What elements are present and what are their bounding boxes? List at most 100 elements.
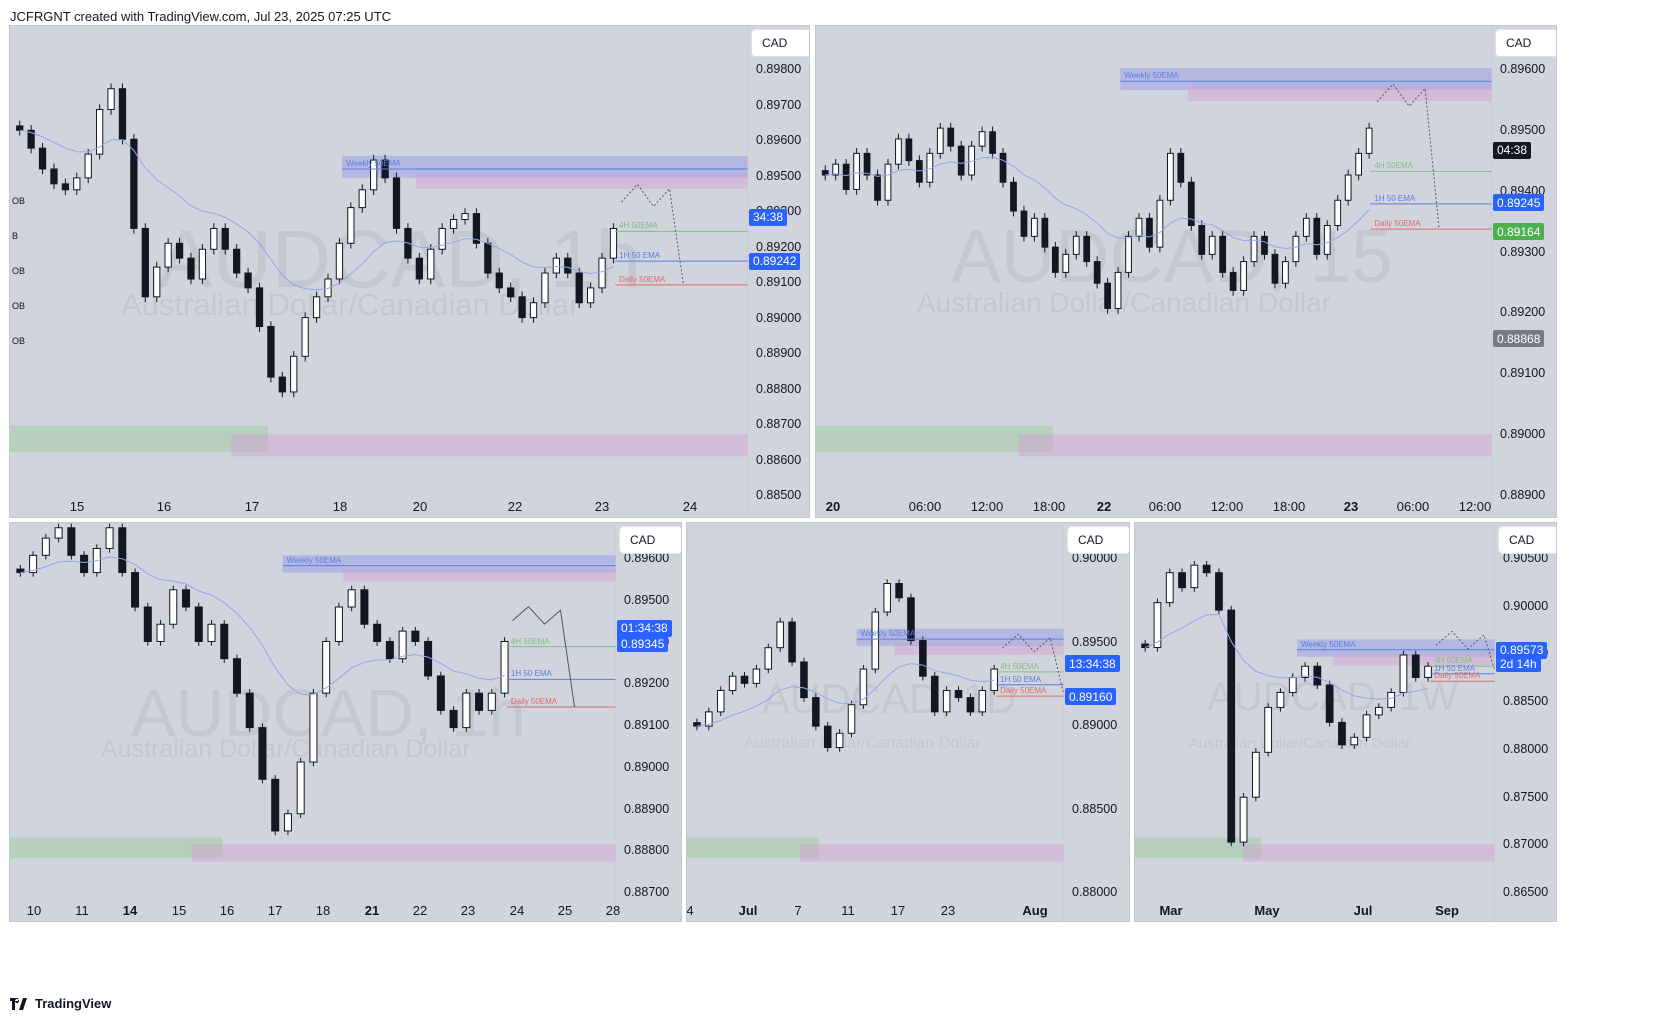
level-label: 4H 50EMA [1000, 661, 1039, 671]
demand-zone-pink [1018, 434, 1492, 457]
candle [1010, 176, 1017, 217]
y-axis-tick: 0.89700 [756, 97, 802, 112]
candle [210, 223, 218, 255]
currency-badge[interactable]: CAD [1499, 527, 1556, 553]
x-axis-tick: 22 [412, 903, 428, 918]
candle [1156, 194, 1164, 253]
price-plot-p3[interactable] [10, 523, 616, 922]
x-axis-tick: 23 [594, 499, 610, 514]
currency-badge[interactable]: CAD [752, 30, 809, 56]
y-axis-tick: 0.89800 [756, 62, 802, 76]
level-label: 1H 50 EMA [1000, 674, 1042, 684]
candle [1276, 688, 1285, 712]
candle [347, 585, 356, 612]
chart-panel-p1[interactable]: AUDCAD, 1h Australian Dollar/Canadian Dol… [9, 25, 810, 518]
candle [1051, 241, 1059, 278]
candle [1365, 122, 1373, 159]
chart-panel-p3[interactable]: AUDCAD, 1h Australian Dollar/Canadian Dol… [9, 522, 682, 922]
x-axis-tick: 22 [507, 499, 523, 514]
y-axis-tick: 0.89100 [1500, 366, 1546, 381]
candle [50, 163, 58, 190]
candle [360, 585, 369, 629]
candle [930, 672, 939, 717]
candle [1146, 213, 1153, 253]
candle [347, 202, 355, 249]
demand-zone [10, 425, 269, 452]
projection-path [512, 606, 575, 707]
candle [764, 643, 773, 674]
candle [283, 809, 292, 836]
candle [1227, 605, 1236, 847]
candle [41, 533, 50, 560]
price-plot-p2[interactable] [816, 26, 1492, 518]
candle [427, 243, 435, 285]
supply-zone [343, 569, 616, 582]
price-tag: 34:38 [749, 208, 788, 226]
candle [705, 707, 713, 731]
y-axis-tick: 0.89600 [756, 133, 802, 147]
level-label: Weekly 50EMA [860, 629, 916, 639]
chart-panel-p5[interactable]: AUDCAD, 1W Australian Dollar/Canadian Dol… [1134, 522, 1557, 922]
candle [1355, 148, 1363, 181]
candle [1208, 231, 1216, 260]
candle [1229, 267, 1237, 296]
level-label: 1H 50 EMA [1374, 193, 1416, 203]
x-axis-tick: 7 [794, 903, 802, 918]
candle [143, 602, 152, 646]
projection-path [621, 183, 684, 285]
candle [1338, 718, 1346, 749]
candle [957, 140, 965, 181]
candle [411, 626, 420, 646]
footer-brand-text: TradingView [35, 996, 112, 1011]
candle [863, 148, 871, 181]
footer-brand[interactable]: TradingView [10, 996, 111, 1011]
level-label: 1H 50 EMA [619, 251, 661, 261]
price-plot-p4[interactable] [687, 523, 1064, 922]
candle [194, 602, 203, 646]
candle [472, 208, 481, 249]
x-axis-tick: 20 [412, 499, 428, 514]
candle [84, 148, 92, 184]
y-axis-tick: 0.89200 [624, 676, 670, 691]
candle [1271, 249, 1279, 289]
supply-zone [1187, 85, 1492, 102]
chart-panel-p4[interactable]: AUDCAD, 1D Australian Dollar/Canadian Dol… [686, 522, 1130, 922]
demand-zone-pink [1243, 844, 1495, 862]
candle [1362, 710, 1371, 742]
price-plot-p1[interactable] [10, 26, 748, 518]
supply-zone [894, 642, 1064, 655]
candle [821, 165, 829, 181]
x-axis-tick: 23 [940, 903, 956, 918]
price-tag: 0.89242 [749, 252, 801, 270]
level-label: Weekly 50EMA [286, 555, 342, 565]
price-tag: 13:34:38 [1065, 655, 1120, 673]
candle [883, 579, 891, 617]
candle [552, 252, 561, 279]
candle [373, 620, 382, 646]
x-axis-tick: Jul [1353, 903, 1373, 918]
order-block-label: OB [12, 196, 26, 206]
x-axis-tick: Aug [1022, 903, 1048, 918]
candle [461, 208, 469, 225]
y-axis-tick: 0.88800 [624, 843, 670, 858]
currency-badge[interactable]: CAD [1496, 30, 1556, 56]
price-plot-p5[interactable] [1135, 523, 1495, 922]
ema-line [19, 129, 614, 291]
candle [966, 693, 975, 717]
candle [847, 700, 856, 738]
candle [415, 252, 423, 285]
x-axis-tick: 16 [156, 499, 172, 514]
candle [1424, 662, 1432, 682]
candle [1202, 561, 1211, 577]
candle [1350, 733, 1359, 749]
candle [575, 267, 583, 309]
candle [1135, 213, 1143, 242]
currency-badge[interactable]: CAD [620, 527, 681, 553]
order-block-label: OB [12, 336, 26, 346]
x-axis-tick: 12:00 [970, 499, 1004, 514]
candle [999, 148, 1007, 188]
candle [1282, 256, 1289, 289]
candle [487, 688, 496, 715]
currency-badge[interactable]: CAD [1068, 527, 1129, 553]
chart-panel-p2[interactable]: AUDCAD, 15 Australian Dollar/Canadian Dol… [815, 25, 1557, 518]
